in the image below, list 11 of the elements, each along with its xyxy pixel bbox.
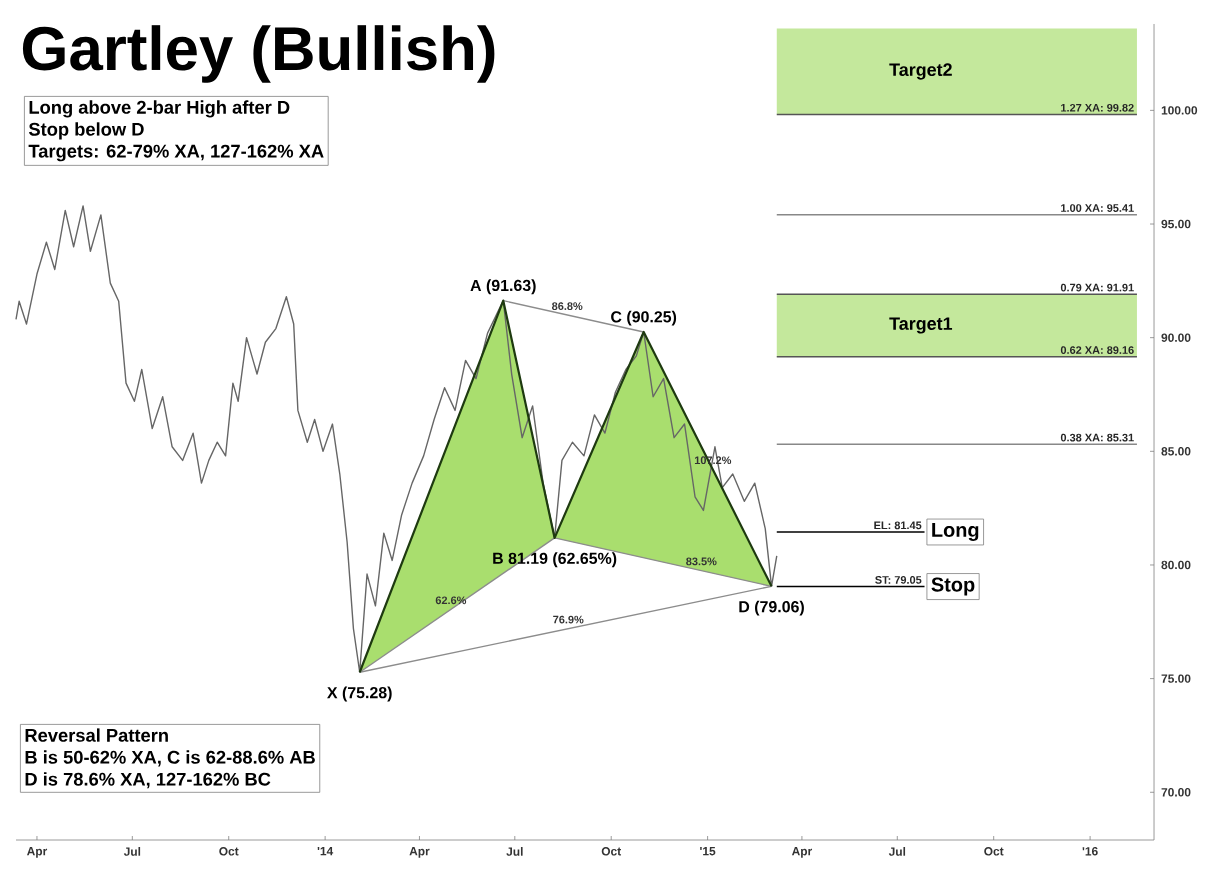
- annotation: Stop: [931, 577, 975, 596]
- annotation: Targets: 62-79% XA, 127-162% XA: [28, 144, 324, 162]
- band-label: Target2: [889, 63, 952, 80]
- band-label: Target1: [889, 317, 953, 334]
- annotation: Long: [932, 523, 979, 541]
- annotation: B is 50-62% XA, C is 62-88.6% AB: [25, 750, 315, 767]
- annotation: Long above 2-bar High after D: [29, 100, 290, 118]
- annotation: Reversal Pattern: [25, 728, 168, 742]
- chart-title: Gartley (Bullish): [22, 25, 495, 83]
- annotation: D is 78.6% XA, 127-162% BC: [25, 772, 271, 789]
- annotation: Stop below D: [28, 122, 144, 140]
